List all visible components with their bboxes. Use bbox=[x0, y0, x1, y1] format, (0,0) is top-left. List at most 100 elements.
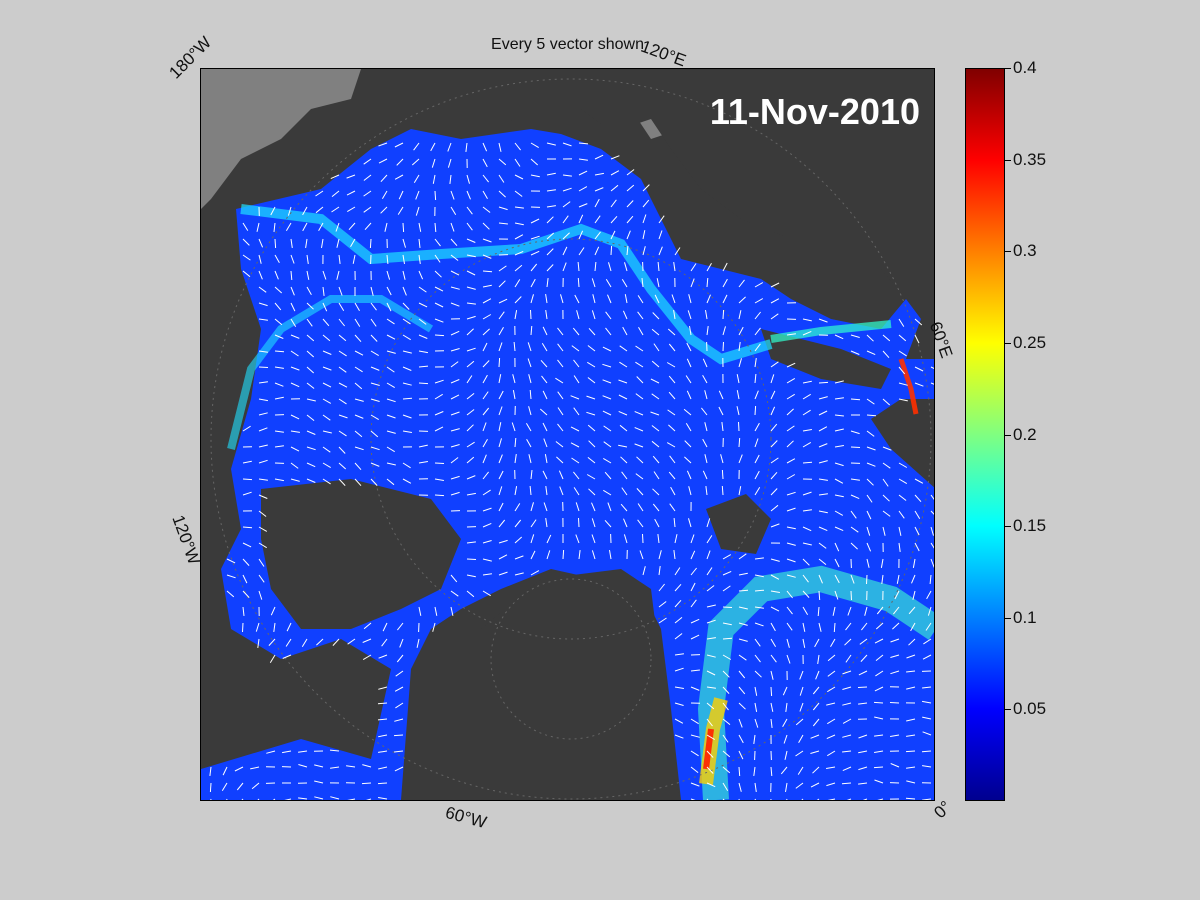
drift-vector bbox=[754, 282, 764, 288]
drift-vector bbox=[798, 734, 804, 744]
drift-vector bbox=[930, 494, 934, 500]
drift-vector bbox=[882, 350, 890, 359]
drift-vector bbox=[528, 406, 532, 416]
drift-vector bbox=[266, 750, 276, 754]
drift-vector bbox=[395, 670, 404, 677]
drift-vector bbox=[706, 262, 712, 272]
drift-vector bbox=[607, 294, 612, 304]
drift-vector bbox=[418, 254, 421, 264]
drift-vector bbox=[306, 462, 316, 468]
map-svg bbox=[201, 69, 934, 800]
drift-vector bbox=[850, 446, 861, 448]
drift-vector bbox=[306, 350, 315, 358]
drift-vector bbox=[386, 254, 389, 265]
drift-vector bbox=[386, 350, 396, 354]
drift-vector bbox=[706, 702, 715, 710]
drift-vector bbox=[815, 670, 820, 680]
drift-vector bbox=[690, 734, 700, 738]
drift-vector bbox=[674, 599, 682, 608]
drift-vector bbox=[770, 361, 779, 368]
drift-vector bbox=[706, 567, 713, 576]
drift-vector bbox=[842, 718, 852, 724]
drift-vector bbox=[546, 172, 556, 176]
drift-vector bbox=[338, 382, 348, 388]
drift-vector bbox=[816, 798, 820, 800]
drift-vector bbox=[721, 469, 724, 480]
drift-vector bbox=[834, 397, 844, 400]
drift-vector bbox=[482, 507, 492, 512]
drift-vector bbox=[738, 326, 744, 336]
graticule-pole-ring bbox=[490, 578, 652, 740]
drift-vector bbox=[557, 343, 564, 352]
drift-vector bbox=[290, 318, 297, 327]
drift-vector bbox=[673, 262, 676, 272]
drift-vector bbox=[514, 264, 523, 272]
drift-vector bbox=[274, 334, 284, 339]
drift-vector bbox=[282, 654, 292, 659]
drift-vector bbox=[658, 246, 663, 256]
drift-vector bbox=[370, 382, 380, 386]
drift-vector bbox=[826, 734, 836, 740]
drift-vector bbox=[370, 334, 378, 342]
drift-vector bbox=[570, 442, 580, 448]
drift-vector bbox=[466, 590, 475, 598]
drift-vector bbox=[621, 487, 628, 496]
drift-vector bbox=[329, 749, 340, 752]
drift-vector bbox=[258, 478, 268, 481]
drift-vector bbox=[925, 622, 932, 631]
drift-vector bbox=[688, 294, 692, 304]
drift-vector bbox=[690, 782, 700, 787]
drift-vector bbox=[738, 606, 748, 610]
drift-vector bbox=[594, 172, 604, 176]
drift-vector bbox=[626, 245, 629, 256]
drift-vector bbox=[354, 302, 360, 312]
drift-vector bbox=[930, 526, 934, 536]
drift-vector bbox=[882, 478, 889, 487]
drift-vector bbox=[786, 458, 796, 464]
drift-vector bbox=[908, 606, 916, 615]
drift-vector bbox=[466, 424, 474, 432]
drift-vector bbox=[322, 350, 332, 355]
drift-vector bbox=[258, 318, 268, 321]
colorbar bbox=[965, 68, 1005, 801]
drift-vector bbox=[898, 494, 907, 501]
drift-vector bbox=[834, 380, 844, 384]
drift-vector bbox=[394, 766, 404, 772]
drift-vector bbox=[466, 360, 475, 368]
drift-vector bbox=[402, 397, 413, 400]
drift-vector bbox=[722, 585, 731, 592]
drift-vector bbox=[321, 238, 324, 248]
drift-vector bbox=[882, 334, 891, 342]
drift-vector bbox=[482, 374, 488, 384]
drift-vector bbox=[482, 522, 492, 528]
drift-vector bbox=[545, 310, 548, 320]
colorbar-tick bbox=[1005, 342, 1011, 344]
drift-vector bbox=[322, 302, 328, 312]
drift-vector bbox=[413, 174, 420, 183]
drift-vector bbox=[620, 503, 628, 512]
drift-vector bbox=[786, 408, 794, 416]
drift-vector bbox=[466, 375, 473, 384]
drift-vector bbox=[226, 558, 236, 564]
drift-vector bbox=[482, 590, 491, 597]
drift-vector bbox=[418, 318, 427, 325]
drift-vector bbox=[338, 350, 347, 357]
drift-vector bbox=[786, 440, 794, 448]
drift-vector bbox=[530, 294, 534, 304]
drift-vector bbox=[705, 486, 708, 496]
drift-vector bbox=[876, 606, 884, 615]
drift-vector bbox=[258, 270, 263, 280]
drift-vector bbox=[702, 374, 708, 384]
drift-vector bbox=[466, 174, 470, 184]
drift-vector bbox=[418, 606, 422, 616]
drift-vector bbox=[498, 486, 503, 496]
drift-vector bbox=[434, 254, 441, 263]
drift-vector bbox=[704, 390, 708, 400]
drift-vector bbox=[650, 378, 660, 384]
drift-vector bbox=[450, 590, 459, 597]
drift-vector bbox=[802, 491, 812, 496]
drift-vector bbox=[866, 526, 871, 536]
date-label: 11-Nov-2010 bbox=[709, 91, 920, 132]
drift-vector bbox=[498, 470, 504, 480]
drift-vector bbox=[573, 375, 580, 384]
